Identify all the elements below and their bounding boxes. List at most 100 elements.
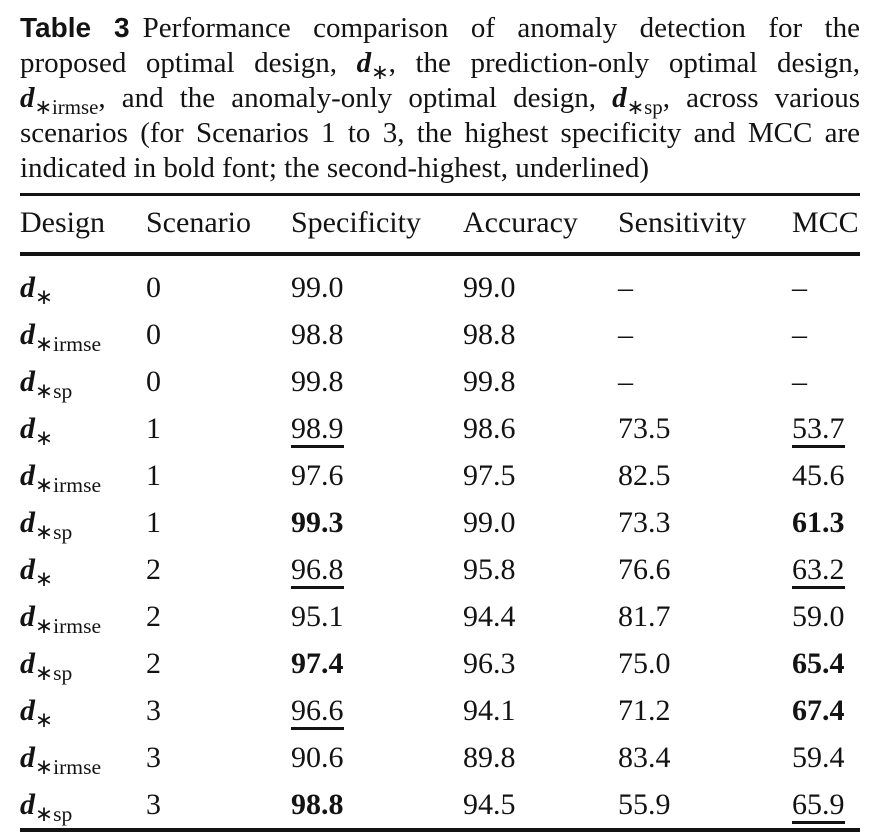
cell-value: 97.5 bbox=[463, 458, 516, 492]
cell-value: 99.0 bbox=[291, 270, 344, 304]
table-cell: 55.9 bbox=[618, 781, 792, 830]
table-cell: 1 bbox=[146, 405, 291, 452]
cell-value: 82.5 bbox=[618, 458, 671, 492]
table-cell: 96.3 bbox=[463, 640, 618, 687]
design-symbol-base: d bbox=[20, 364, 35, 398]
design-cell: d∗irmse bbox=[20, 734, 146, 781]
design-cell: d∗ bbox=[20, 405, 146, 452]
design-symbol-base: d bbox=[20, 646, 35, 680]
design-cell: d∗ bbox=[20, 254, 146, 311]
table-cell: 98.8 bbox=[291, 781, 463, 830]
table-cell: 95.1 bbox=[291, 593, 463, 640]
cell-value: 59.0 bbox=[792, 599, 845, 633]
cell-value: 89.8 bbox=[463, 740, 516, 774]
design-symbol-base: d bbox=[356, 47, 372, 79]
cell-value: 98.6 bbox=[463, 411, 516, 445]
cell-value: 81.7 bbox=[618, 599, 671, 633]
table-cell: 0 bbox=[146, 311, 291, 358]
column-header: Accuracy bbox=[463, 194, 618, 256]
table-row: d∗sp 0 99.8 99.8 – – bbox=[20, 358, 860, 405]
table-cell: 89.8 bbox=[463, 734, 618, 781]
cell-value: 73.5 bbox=[618, 411, 671, 445]
table-cell: 96.8 bbox=[291, 546, 463, 593]
design-symbol-subscript: ∗ bbox=[371, 59, 389, 84]
cell-value: 2 bbox=[146, 552, 161, 586]
table-cell: 63.2 bbox=[792, 546, 860, 593]
table-cell: 59.4 bbox=[792, 734, 860, 781]
cell-value: 98.8 bbox=[463, 317, 516, 351]
design-symbol: d∗ bbox=[20, 411, 53, 449]
table-cell: 65.9 bbox=[792, 781, 860, 830]
table-row: d∗ 0 99.0 99.0 – – bbox=[20, 254, 860, 311]
cell-value: 98.8 bbox=[291, 317, 344, 351]
column-header: Sensitivity bbox=[618, 194, 792, 256]
design-symbol-base: d bbox=[20, 787, 35, 821]
design-symbol: d∗sp bbox=[20, 505, 72, 543]
cell-value: 67.4 bbox=[792, 693, 845, 727]
design-symbol-base: d bbox=[20, 317, 35, 351]
table-cell: 65.4 bbox=[792, 640, 860, 687]
cell-value: 65.9 bbox=[792, 787, 845, 824]
table-cell: 2 bbox=[146, 640, 291, 687]
cell-value: 0 bbox=[146, 364, 161, 398]
cell-value: – bbox=[618, 317, 633, 351]
table-row: d∗irmse 0 98.8 98.8 – – bbox=[20, 311, 860, 358]
cell-value: 0 bbox=[146, 270, 161, 304]
column-header: MCC bbox=[792, 194, 860, 256]
design-symbol-base: d bbox=[20, 411, 35, 445]
cell-value: – bbox=[792, 317, 807, 351]
cell-value: 3 bbox=[146, 740, 161, 774]
table-row: d∗sp 1 99.3 99.0 73.3 61.3 bbox=[20, 499, 860, 546]
cell-value: 59.4 bbox=[792, 740, 845, 774]
design-symbol: d∗irmse bbox=[20, 600, 101, 637]
design-symbol-base: d bbox=[20, 693, 35, 727]
table-cell: 99.3 bbox=[291, 499, 463, 546]
table-cell: 71.2 bbox=[618, 687, 792, 734]
design-symbol-subscript: ∗irmse bbox=[34, 94, 99, 119]
design-symbol-base: d bbox=[20, 458, 35, 492]
cell-value: 3 bbox=[146, 787, 161, 821]
design-symbol-subscript: ∗ bbox=[35, 707, 54, 732]
cell-value: 1 bbox=[146, 505, 161, 539]
cell-value: 1 bbox=[146, 411, 161, 445]
design-cell: d∗ bbox=[20, 546, 146, 593]
design-cell: d∗irmse bbox=[20, 593, 146, 640]
design-cell: d∗ bbox=[20, 687, 146, 734]
table-cell: 97.5 bbox=[463, 452, 618, 499]
design-symbol: d∗sp bbox=[20, 646, 72, 684]
table-cell: 75.0 bbox=[618, 640, 792, 687]
table-cell: 98.6 bbox=[463, 405, 618, 452]
table-cell: 94.1 bbox=[463, 687, 618, 734]
table-cell: 98.8 bbox=[463, 311, 618, 358]
design-symbol-subscript: ∗sp bbox=[35, 660, 73, 685]
design-symbol-base: d bbox=[20, 552, 35, 586]
performance-table: Design Scenario Specificity Accuracy Sensiti… bbox=[20, 193, 860, 832]
table-cell: 2 bbox=[146, 546, 291, 593]
cell-value: 61.3 bbox=[792, 505, 845, 539]
table-cell: 83.4 bbox=[618, 734, 792, 781]
cell-value: 53.7 bbox=[792, 411, 845, 448]
cell-value: 98.9 bbox=[291, 411, 344, 448]
design-symbol-base: d bbox=[20, 505, 35, 539]
design-symbol-base: d bbox=[20, 270, 35, 304]
cell-value: 95.8 bbox=[463, 552, 516, 586]
cell-value: 97.4 bbox=[291, 646, 344, 680]
cell-value: 94.5 bbox=[463, 787, 516, 821]
table-cell: 81.7 bbox=[618, 593, 792, 640]
design-symbol-subscript: ∗ bbox=[35, 284, 54, 309]
cell-value: – bbox=[618, 364, 633, 398]
table-cell: 3 bbox=[146, 781, 291, 830]
table-cell: 99.8 bbox=[463, 358, 618, 405]
table-cell: – bbox=[618, 311, 792, 358]
table-cell: 99.0 bbox=[291, 254, 463, 311]
table-cell: – bbox=[792, 254, 860, 311]
table-body: d∗ 0 99.0 99.0– – d∗irmse 0 98.8 98.8– – d∗sp 0 99.8… bbox=[20, 254, 860, 830]
table-cell: 76.6 bbox=[618, 546, 792, 593]
table-cell: – bbox=[618, 254, 792, 311]
table-cell: – bbox=[618, 358, 792, 405]
table-cell: 53.7 bbox=[792, 405, 860, 452]
column-header: Design bbox=[20, 194, 146, 256]
design-symbol: d∗sp bbox=[612, 82, 663, 117]
cell-value: 99.0 bbox=[463, 270, 516, 304]
